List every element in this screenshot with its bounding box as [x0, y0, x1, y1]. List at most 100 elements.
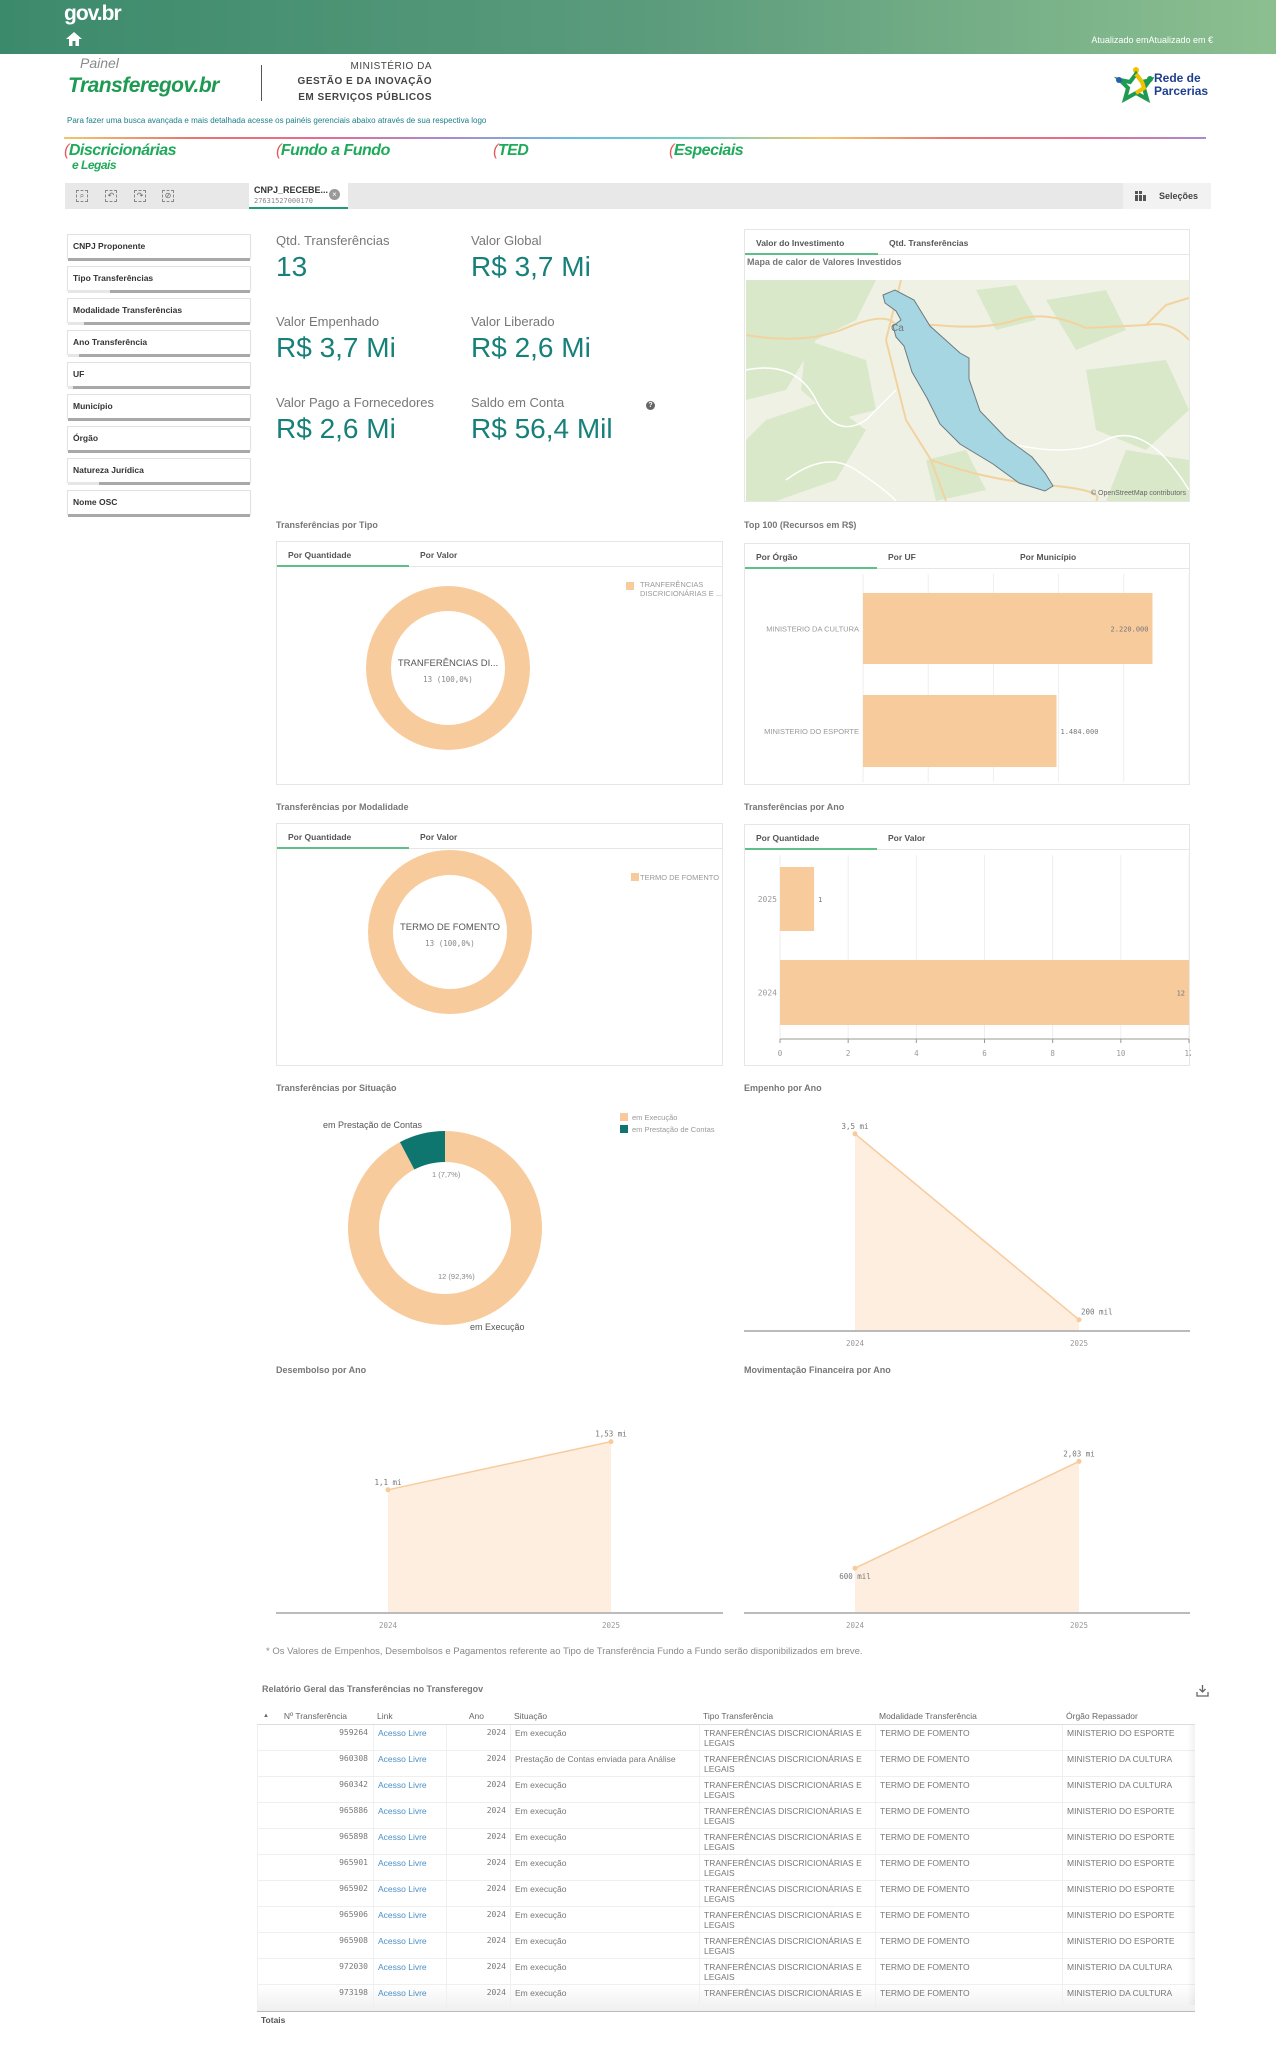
bar-ministerio-da-cultura[interactable]	[863, 593, 1153, 664]
help-icon[interactable]: ?	[646, 401, 655, 410]
column-header[interactable]: Link	[373, 1707, 446, 1725]
legend-swatch	[631, 873, 639, 881]
kpi-saldo-em-conta: R$ 56,4 Mil	[471, 413, 613, 444]
nav-especiais[interactable]: (Especiais	[669, 142, 744, 159]
nav-label: Discricionárias	[68, 142, 177, 159]
x-tick-label: 2024	[846, 1621, 865, 1629]
table-cell: MINISTERIO DO ESPORTE	[1062, 1855, 1195, 1881]
column-header[interactable]: Modalidade Transferência	[875, 1707, 1062, 1725]
filter-tipo-transfer-ncias[interactable]: Tipo Transferências	[68, 267, 250, 293]
nav-fundo-a-fundo[interactable]: (Fundo a Fundo	[276, 142, 390, 159]
nav-ted[interactable]: (TED	[493, 142, 529, 159]
acesso-livre-link[interactable]: Acesso Livre	[373, 1959, 446, 1985]
data-point[interactable]	[385, 1487, 391, 1493]
data-point[interactable]	[1076, 1317, 1082, 1323]
filter-nome-osc[interactable]: Nome OSC	[68, 491, 250, 517]
desembolso-area-chart[interactable]: 1,1 mi 2024 1,53 mi 2025	[276, 1389, 723, 1629]
data-point[interactable]	[1076, 1458, 1082, 1464]
data-point[interactable]	[852, 1131, 858, 1137]
clear-all-icon[interactable]: ⊘	[162, 190, 174, 202]
transferegov-logo[interactable]: Transferegov.br	[68, 74, 219, 97]
rede-line-1: Rede de	[1154, 71, 1201, 85]
table-cell: 959264	[257, 1725, 373, 1751]
filter--rg-o[interactable]: Órgão	[68, 427, 250, 453]
bar-ministerio-do-esporte[interactable]	[863, 695, 1057, 767]
acesso-livre-link[interactable]: Acesso Livre	[373, 1725, 446, 1751]
acesso-livre-link[interactable]: Acesso Livre	[373, 1751, 446, 1777]
filter-munic-pio[interactable]: Município	[68, 395, 250, 421]
situacao-donut-chart[interactable]: em Prestação de Contas 1 (7,7%) 12 (92,3%)…	[276, 1100, 723, 1340]
table-scroll-shadow[interactable]	[1187, 1725, 1195, 2005]
acesso-livre-link[interactable]: Acesso Livre	[373, 1933, 446, 1959]
column-header[interactable]: Situação	[510, 1707, 699, 1725]
heat-map[interactable]: Ca © OpenStreetMap contributors	[746, 280, 1189, 501]
acesso-livre-link[interactable]: Acesso Livre	[373, 1777, 446, 1803]
tab-por-valor[interactable]: Por Valor	[888, 833, 926, 843]
filter-modalidade-transfer-ncias[interactable]: Modalidade Transferências	[68, 299, 250, 325]
column-header[interactable]: Ano	[446, 1707, 510, 1725]
acesso-livre-link[interactable]: Acesso Livre	[373, 1829, 446, 1855]
data-point[interactable]	[852, 1565, 858, 1571]
movimentacao-area-chart[interactable]: 600 mil 2024 2,03 mi 2025	[744, 1389, 1190, 1629]
acesso-livre-link[interactable]: Acesso Livre	[373, 1881, 446, 1907]
column-header[interactable]: Nº Transferência	[257, 1707, 373, 1725]
donut-slice[interactable]	[368, 849, 532, 1015]
empenho-area-chart[interactable]: 3,5 mi 2024 200 mil 2025	[744, 1100, 1190, 1355]
bar-2025[interactable]	[780, 867, 815, 931]
column-header[interactable]: Tipo Transferência	[699, 1707, 875, 1725]
tab-por-municipio[interactable]: Por Município	[1020, 552, 1077, 562]
column-header[interactable]: Órgão Repassador	[1062, 1707, 1195, 1725]
selection-chip[interactable]: CNPJ_RECEBE... 27631527000170 ×	[249, 183, 348, 209]
filter-uf[interactable]: UF	[68, 363, 250, 389]
bar-2024[interactable]	[780, 960, 1189, 1025]
download-icon[interactable]	[1196, 1684, 1209, 1697]
close-icon[interactable]: ×	[329, 189, 340, 200]
donut-slice[interactable]	[366, 586, 530, 750]
selections-button[interactable]: Seleções	[1123, 183, 1211, 209]
filter-selection-bar	[68, 418, 250, 421]
govbr-logo[interactable]: gov.br	[64, 2, 122, 25]
donut-slice-em-prestacao[interactable]	[399, 1131, 445, 1170]
step-back-icon[interactable]: ↶	[105, 190, 117, 202]
ano-bar-chart[interactable]: 20251202412024681012	[745, 825, 1191, 1067]
kpi-label: Valor Empenhado	[276, 314, 380, 329]
tab-valor-investimento[interactable]: Valor do Investimento	[745, 230, 878, 255]
data-point[interactable]	[608, 1439, 614, 1445]
kpi-label: Saldo em Conta	[471, 395, 565, 410]
smart-search-icon[interactable]: ⌕	[76, 190, 88, 202]
top100-bar-chart[interactable]: MINISTERIO DA CULTURA 2.220.000 MINISTERIO…	[745, 544, 1191, 786]
donut-center-value: 13 (100,0%)	[423, 675, 473, 684]
modalidade-donut-chart[interactable]: TERMO DE FOMENTO 13 (100,0%) TERMO DE FOME…	[277, 824, 724, 1067]
legend-swatch	[620, 1125, 628, 1133]
step-forward-icon[interactable]: ↷	[134, 190, 146, 202]
tab-por-uf[interactable]: Por UF	[888, 552, 916, 562]
municipality-region[interactable]	[882, 289, 1054, 492]
acesso-livre-link[interactable]: Acesso Livre	[373, 1803, 446, 1829]
tab-por-valor[interactable]: Por Valor	[420, 550, 458, 560]
tab-qtd-transferencias[interactable]: Qtd. Transferências	[889, 238, 969, 248]
tab-por-quantidade[interactable]: Por Quantidade	[277, 824, 409, 849]
rede-parcerias-logo[interactable]: Rede de Parcerias	[1114, 66, 1214, 104]
tab-por-orgao[interactable]: Por Órgão	[745, 544, 877, 569]
acesso-livre-link[interactable]: Acesso Livre	[373, 1855, 446, 1881]
filter-ano-transfer-ncia[interactable]: Ano Transferência	[68, 331, 250, 357]
table-cell: 960342	[257, 1777, 373, 1803]
acesso-livre-link[interactable]: Acesso Livre	[373, 1985, 446, 2011]
filter-selection-bar	[68, 450, 250, 453]
acesso-livre-link[interactable]: Acesso Livre	[373, 1907, 446, 1933]
sort-ascending-icon[interactable]: ▲	[263, 1713, 269, 1719]
home-icon[interactable]	[66, 32, 82, 46]
table-cell: TRANFERÊNCIAS DISCRICIONÁRIAS E LEGAIS	[699, 1881, 875, 1907]
table-cell: MINISTERIO DO ESPORTE	[1062, 1881, 1195, 1907]
filter-cnpj-proponente[interactable]: CNPJ Proponente	[68, 235, 250, 261]
tab-por-quantidade[interactable]: Por Quantidade	[745, 825, 877, 850]
tab-por-quantidade[interactable]: Por Quantidade	[277, 542, 409, 567]
filter-natureza-jur-dica[interactable]: Natureza Jurídica	[68, 459, 250, 485]
tab-por-valor[interactable]: Por Valor	[420, 832, 458, 842]
filter-selection-bar	[68, 386, 250, 389]
donut-slice-em-execucao[interactable]	[348, 1131, 542, 1325]
table-footer-divider	[257, 2011, 1195, 2012]
table-cell: Em execução	[510, 1777, 699, 1803]
nav-discricionarias[interactable]: (Discricionárias e Legais	[64, 142, 177, 172]
tipo-donut-chart[interactable]: TRANFERÊNCIAS DI... 13 (100,0%) TRANFERÊNC…	[277, 542, 724, 786]
